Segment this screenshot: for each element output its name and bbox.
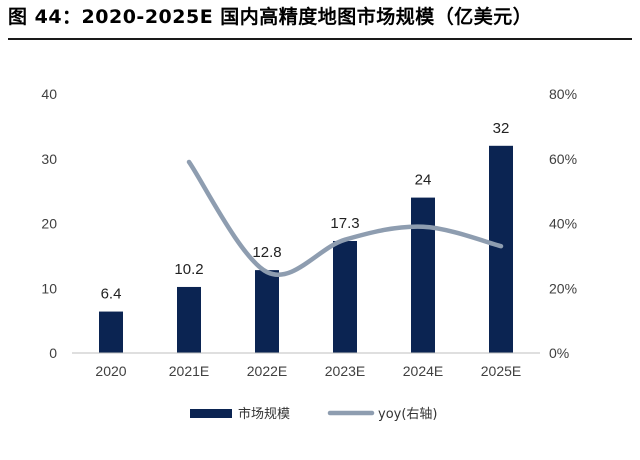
x-tick-label-2022E: 2022E [247, 363, 287, 379]
title-divider [8, 38, 632, 40]
data-label-2020: 6.4 [101, 286, 122, 303]
x-tick-label-2024E: 2024E [403, 363, 443, 379]
x-tick-label-2021E: 2021E [169, 363, 209, 379]
y-right-tick-label: 60% [549, 151, 577, 167]
data-label-2022E: 12.8 [252, 244, 281, 261]
data-label-2023E: 17.3 [330, 215, 359, 232]
bar-2021E [177, 286, 201, 353]
legend-line-label: yoy(右轴) [378, 407, 437, 422]
axis-layer: 2020 2021E 2022E 2023E 2024E 2025E 0 10 20 30 40 0%… [41, 86, 577, 379]
bar-2025E [489, 145, 513, 353]
bar-2023E [333, 240, 357, 353]
y-right-tick-label: 80% [549, 86, 577, 102]
legend-bar-label: 市场规模 [238, 406, 290, 422]
y-left-tick-label: 40 [41, 86, 57, 102]
y-right-tick-label: 40% [549, 216, 577, 232]
data-label-2025E: 32 [493, 120, 510, 137]
x-tick-label-2025E: 2025E [481, 363, 521, 379]
y-right-tick-label: 20% [549, 280, 577, 296]
chart-title: 图 44：2020-2025E 国内高精度地图市场规模（亿美元） [8, 6, 533, 28]
line-layer [186, 159, 504, 277]
legend: 市场规模 yoy(右轴) [190, 406, 437, 422]
x-tick-label-2023E: 2023E [325, 363, 365, 379]
bars-layer [99, 145, 513, 353]
legend-bar-swatch [190, 409, 232, 418]
bar-2022E [255, 270, 279, 353]
data-label-2024E: 24 [415, 172, 432, 189]
y-right-tick-label: 0% [549, 345, 569, 361]
yoy-line [186, 159, 504, 277]
data-label-2021E: 10.2 [174, 261, 203, 278]
x-tick-label-2020: 2020 [95, 363, 126, 379]
y-left-tick-label: 0 [49, 345, 57, 361]
labels-layer: 6.4 10.2 12.8 17.3 24 32 [101, 120, 510, 303]
y-left-tick-label: 20 [41, 216, 57, 232]
bar-2024E [411, 197, 435, 353]
y-left-tick-label: 30 [41, 151, 57, 167]
y-left-tick-label: 10 [41, 280, 57, 296]
bar-2020 [99, 311, 123, 353]
